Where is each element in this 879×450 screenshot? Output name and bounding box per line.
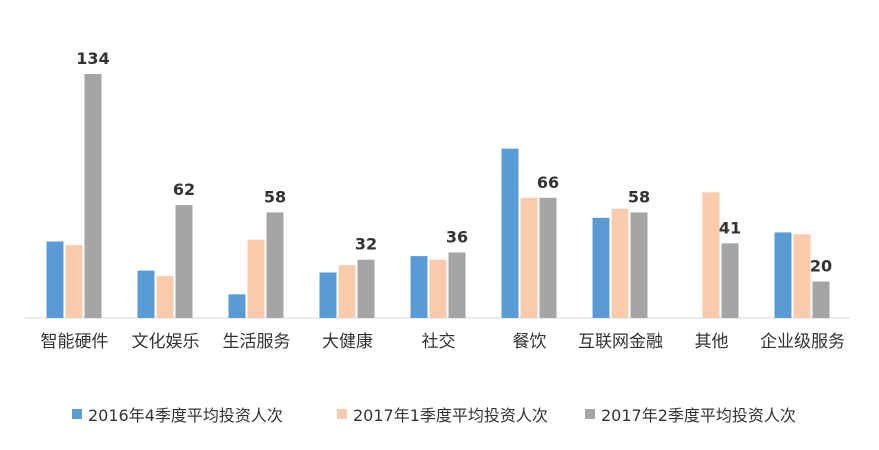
x-tick-label: 生活服务 (222, 332, 291, 352)
x-tick-label: 大健康 (322, 332, 373, 352)
value-label: 66 (537, 173, 559, 192)
bar (539, 197, 557, 318)
bar (84, 74, 102, 318)
bar (357, 259, 375, 318)
legend-item: 2017年2季度平均投资人次 (585, 402, 796, 426)
x-tick-label: 社交 (421, 332, 456, 352)
x-tick-label: 智能硬件 (40, 332, 109, 352)
legend-swatch (337, 409, 347, 419)
bar (46, 241, 64, 318)
bar (247, 239, 265, 318)
bar (156, 276, 174, 318)
value-label: 36 (446, 227, 468, 246)
legend-label: 2017年2季度平均投资人次 (601, 406, 796, 425)
bar (721, 243, 739, 318)
value-label: 62 (173, 180, 195, 199)
value-label: 20 (810, 257, 832, 276)
bar (266, 212, 284, 318)
x-tick-label: 其他 (694, 332, 729, 352)
x-tick-label: 企业级服务 (760, 332, 845, 352)
x-tick-label: 互联网金融 (578, 332, 663, 352)
legend-item: 2017年1季度平均投资人次 (337, 402, 548, 426)
bar (501, 148, 519, 318)
value-label: 41 (719, 218, 741, 237)
bar (65, 245, 83, 318)
bar (611, 208, 629, 318)
legend-label: 2017年1季度平均投资人次 (353, 406, 548, 425)
bar (630, 212, 648, 318)
value-label: 134 (76, 49, 109, 68)
legend-swatch (585, 409, 595, 419)
value-label: 32 (355, 235, 377, 254)
bar (520, 197, 538, 318)
bar (410, 256, 428, 318)
bar (702, 192, 720, 318)
bar (793, 234, 811, 318)
legend-swatch (72, 409, 82, 419)
bar (592, 217, 610, 318)
x-tick-label: 文化娱乐 (131, 332, 200, 352)
bar (429, 259, 447, 318)
bar (448, 252, 466, 318)
bar (319, 272, 337, 318)
value-label: 58 (264, 187, 286, 206)
legend-label: 2016年4季度平均投资人次 (88, 406, 283, 425)
bar (812, 281, 830, 318)
bar (137, 270, 155, 318)
bar (175, 205, 193, 318)
value-label: 58 (628, 187, 650, 206)
bar (228, 294, 246, 318)
x-tick-label: 餐饮 (512, 332, 547, 352)
bar (338, 265, 356, 318)
legend-item: 2016年4季度平均投资人次 (72, 402, 283, 426)
bar (774, 232, 792, 318)
